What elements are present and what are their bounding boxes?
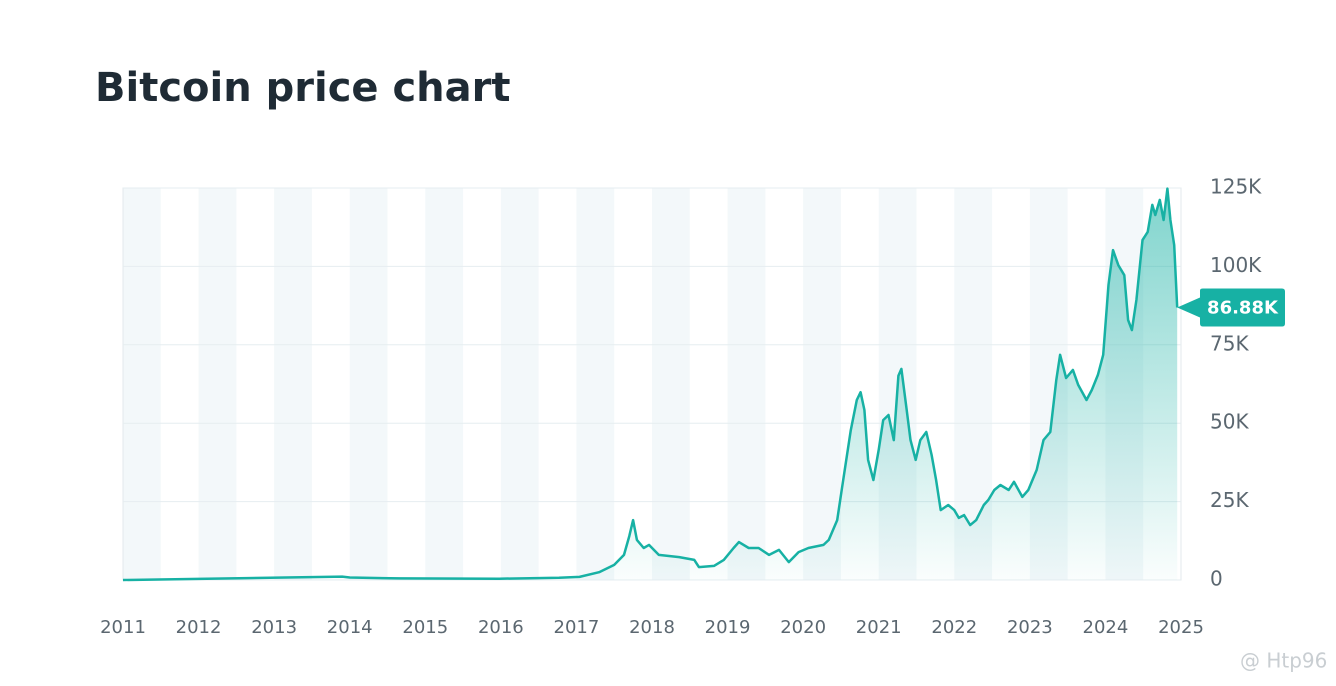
y-tick-label: 25K [1210, 488, 1249, 512]
stripe [349, 188, 388, 580]
stripe [803, 188, 841, 580]
y-tick-label: 0 [1210, 567, 1223, 591]
x-tick-label: 2021 [856, 617, 902, 638]
x-tick-label: 2025 [1158, 617, 1204, 638]
x-tick-label: 2023 [1007, 617, 1053, 638]
x-tick-label: 2018 [629, 617, 675, 638]
x-tick-label: 2011 [100, 617, 146, 638]
x-tick-label: 2015 [402, 617, 448, 638]
x-tick-label: 2014 [327, 617, 373, 638]
y-tick-label: 75K [1210, 331, 1249, 355]
x-tick-label: 2013 [251, 617, 297, 638]
x-tick-label: 2019 [705, 617, 751, 638]
stripe [274, 188, 312, 580]
y-tick-label: 50K [1210, 410, 1249, 434]
watermark: @ Htp96 [1240, 649, 1327, 673]
x-tick-label: 2012 [176, 617, 222, 638]
y-tick-label: 100K [1210, 253, 1262, 277]
x-tick-label: 2024 [1083, 617, 1129, 638]
chart-title: Bitcoin price chart [95, 65, 511, 111]
area [123, 188, 1178, 580]
value-badge [1177, 288, 1285, 327]
value-badge-label: 86.88K [1207, 298, 1279, 319]
stripe [652, 188, 690, 580]
stripe [727, 188, 766, 580]
stripe [198, 188, 237, 580]
x-tick-label: 2022 [931, 617, 977, 638]
stripe [576, 188, 615, 580]
x-tick-label: 2017 [554, 617, 600, 638]
stripe [500, 188, 539, 580]
y-tick-label: 125K [1210, 175, 1262, 199]
price-line [122, 187, 1179, 582]
stripe [123, 188, 161, 580]
x-tick-label: 2020 [780, 617, 826, 638]
stripe [425, 188, 464, 580]
x-tick-label: 2016 [478, 617, 524, 638]
